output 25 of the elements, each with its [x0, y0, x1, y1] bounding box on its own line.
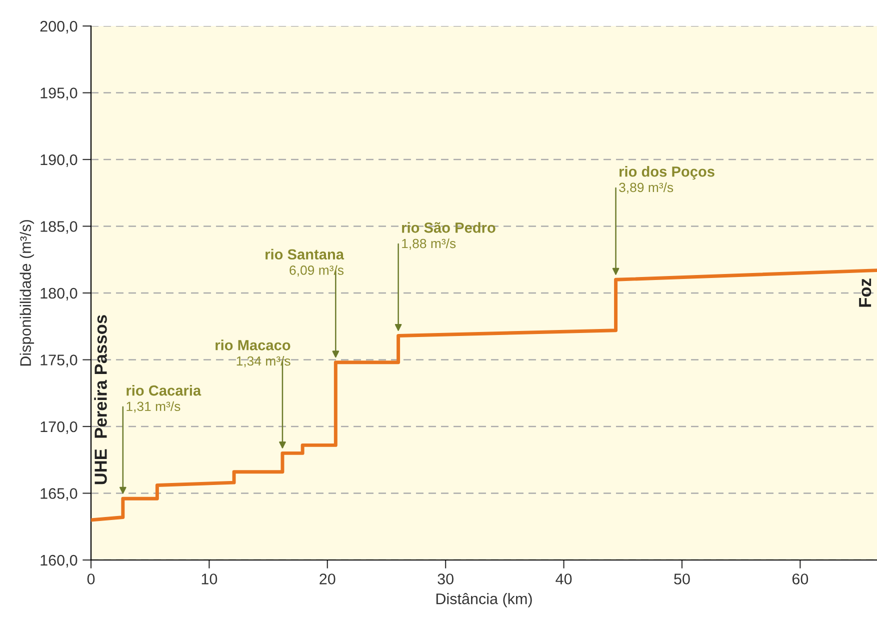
y-tick-label: 165,0: [40, 488, 78, 501]
y-tick-label: 180,0: [40, 288, 78, 300]
x-axis-title: Distância (km): [436, 592, 532, 608]
annotation: UHE Pereira Passos: [94, 315, 107, 484]
x-tick-label: 20: [320, 574, 336, 584]
y-tick-label: 160,0: [40, 554, 78, 568]
x-tick-label: 0: [87, 574, 95, 584]
y-axis-title: Disponibilidade (m³/s): [20, 220, 34, 366]
y-tick-label: 175,0: [40, 354, 78, 368]
x-tick-label: 40: [556, 574, 572, 584]
annotation: rio Santana 6,09 m³/s: [266, 248, 344, 276]
x-tick-label: 10: [202, 574, 218, 584]
annotation: rio dos Poços 3,89 m³/s: [619, 166, 714, 194]
annotation: rio Cacaria 1,31 m³/s: [126, 384, 202, 413]
y-tick-label: 185,0: [40, 221, 78, 234]
y-tick-label: 170,0: [40, 421, 78, 434]
x-tick-label: 60: [792, 574, 808, 584]
annotation: rio Macaco 1,34 m³/s: [216, 340, 290, 368]
x-tick-label: 50: [674, 574, 690, 584]
y-tick-label: 195,0: [40, 88, 78, 100]
x-tick-label: 30: [438, 574, 454, 584]
annotation: Foz: [859, 278, 872, 307]
annotation: rio São Pedro 1,88 m³/s: [402, 222, 496, 250]
y-tick-label: 190,0: [40, 154, 78, 167]
y-tick-label: 200,0: [40, 20, 78, 34]
